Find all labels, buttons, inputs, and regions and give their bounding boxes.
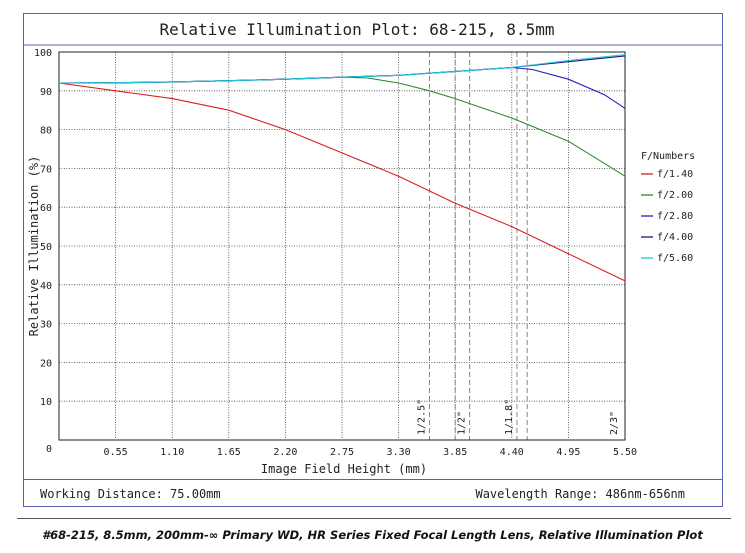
- series-line-f-5.60: [58, 54, 626, 84]
- legend-label: f/1.40: [657, 169, 693, 180]
- x-tick-label: 2.20: [273, 447, 297, 458]
- x-tick-label: 2.75: [330, 447, 354, 458]
- data-series: [58, 54, 626, 282]
- y-tick-label: 30: [40, 320, 52, 331]
- y-tick-label: 90: [40, 87, 52, 98]
- y-tick-label: 40: [40, 281, 52, 292]
- grid-lines: [59, 51, 626, 441]
- x-tick-label: 1.65: [217, 447, 241, 458]
- x-tick-label: 3.85: [443, 447, 467, 458]
- legend-title: F/Numbers: [641, 151, 695, 162]
- legend-label: f/2.80: [657, 211, 693, 222]
- x-axis-tick-labels: 0.55 1.10 1.65 2.20 2.75 3.30 3.85 4.40 4.95 5.50: [104, 447, 637, 458]
- sensor-marker-label: 2/3": [609, 411, 620, 435]
- sensor-marker-label: 1/2": [457, 411, 468, 435]
- legend-label: f/5.60: [657, 253, 693, 264]
- chart-title: Relative Illumination Plot: 68-215, 8.5m…: [160, 20, 555, 39]
- x-axis-label: Image Field Height (mm): [261, 462, 427, 476]
- working-distance: Working Distance: 75.00mm: [40, 487, 221, 501]
- y-tick-label: 100: [34, 48, 52, 59]
- chart-frame: [23, 13, 723, 507]
- y-axis-label: Relative Illumination (%): [27, 156, 41, 337]
- y-tick-label: 60: [40, 203, 52, 214]
- sensor-marker-label: 1/2.5": [416, 399, 427, 435]
- x-tick-label: 4.95: [556, 447, 580, 458]
- y-tick-label: 0: [46, 444, 52, 455]
- y-tick-label: 80: [40, 126, 52, 137]
- legend-label: f/2.00: [657, 190, 693, 201]
- y-axis-tick-labels: 0 10 20 30 40 50 60 70 80 90 100: [34, 48, 52, 455]
- x-tick-label: 3.30: [387, 447, 411, 458]
- legend-label: f/4.00: [657, 232, 693, 243]
- y-tick-label: 20: [40, 358, 52, 369]
- y-tick-label: 70: [40, 164, 52, 175]
- sensor-format-markers: 1/2.5" 1/2" 1/1.8" 2/3": [416, 52, 620, 440]
- x-tick-label: 1.10: [160, 447, 184, 458]
- x-tick-label: 4.40: [500, 447, 524, 458]
- x-tick-label: 5.50: [613, 447, 637, 458]
- series-line-f-1.40: [58, 82, 626, 282]
- caption-divider: [17, 518, 731, 519]
- figure-caption: #68-215, 8.5mm, 200mm-∞ Primary WD, HR S…: [42, 528, 703, 542]
- x-tick-label: 0.55: [104, 447, 128, 458]
- y-tick-label: 50: [40, 242, 52, 253]
- legend: F/Numbers f/1.40 f/2.00 f/2.80 f/4.00 f/5.60: [641, 151, 695, 264]
- sensor-marker-label: 1/1.8": [504, 399, 515, 435]
- plot-area-border: [58, 51, 626, 441]
- y-tick-label: 10: [40, 397, 52, 408]
- wavelength-range: Wavelength Range: 486nm-656nm: [475, 487, 685, 501]
- info-bar: Working Distance: 75.00mm Wavelength Ran…: [23, 479, 723, 507]
